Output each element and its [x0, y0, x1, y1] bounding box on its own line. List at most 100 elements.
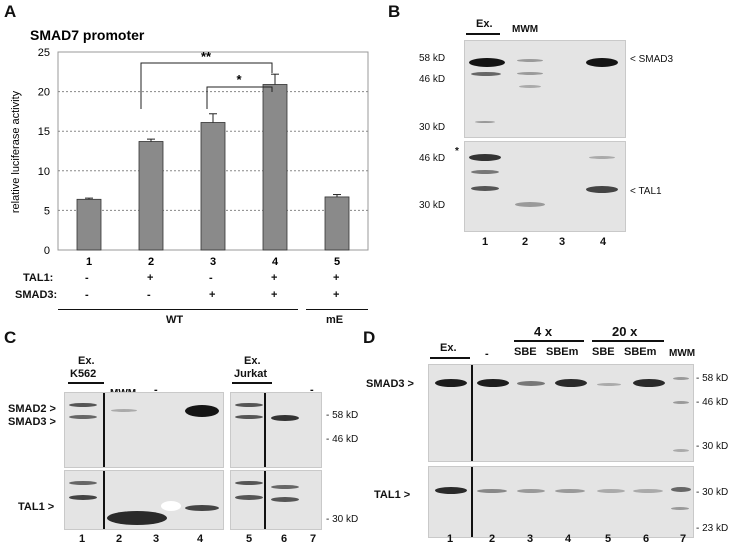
tal1-sign-5: + [333, 272, 340, 284]
x-tick-label: 1 [86, 256, 92, 268]
k562-underline [68, 382, 104, 384]
lane-d-3: 3 [526, 533, 534, 545]
marker-b-30-lower: 30 kD [419, 200, 446, 211]
bar-5 [324, 196, 350, 251]
marker-b-58: 58 kD [419, 53, 446, 64]
arrow-tal1: < TAL1 [630, 186, 662, 197]
x-tick-labels: 1 2 3 4 5 [86, 256, 340, 268]
row-label-smad3: SMAD3: [15, 289, 58, 301]
group-me: mE [326, 314, 344, 326]
sbe-label-2: SBEm [546, 346, 579, 358]
y-tick-label: 0 [44, 245, 50, 257]
bracket-near [206, 86, 273, 109]
lane-c-1: 1 [78, 533, 86, 545]
4x-underline [514, 340, 584, 342]
header-c-dash2: - [310, 384, 314, 396]
wt-group-line [58, 309, 298, 310]
jurkat-underline [232, 382, 272, 384]
panel-a-chart: 0 5 10 15 20 25 1 2 3 4 5 relative luciferase act… [10, 27, 369, 268]
blot-c-top-left [64, 392, 224, 468]
x-tick-label: 3 [210, 256, 216, 268]
smad3-sign-3: + [209, 289, 216, 301]
tal1-sign-3: - [209, 272, 213, 284]
lane-b-3: 3 [558, 236, 566, 248]
significance-near: * [236, 72, 242, 87]
lane-d-5: 5 [604, 533, 612, 545]
bracket-far [140, 62, 273, 109]
lane-c-2: 2 [115, 533, 123, 545]
lane-b-1: 1 [481, 236, 489, 248]
marker-c-46: - 46 kD [326, 434, 359, 445]
y-tick-label: 25 [38, 47, 50, 59]
panel-b-letter: B [388, 2, 401, 21]
lane-header-ex: Ex. [476, 18, 493, 30]
y-tick-label: 10 [38, 166, 50, 178]
marker-d-23: - 23 kD [696, 523, 729, 534]
lane-header-mwm: MWM [512, 24, 539, 35]
x-tick-label: 5 [334, 256, 340, 268]
significance-far: ** [201, 49, 212, 64]
sbe-label-3: SBE [592, 346, 615, 358]
header-c-jurkat: Jurkat [234, 368, 268, 380]
smad3-sign-4: + [271, 289, 278, 301]
lane-d-2: 2 [488, 533, 496, 545]
y-axis-label: relative luciferase activity [10, 90, 22, 213]
header-d-dash: - [485, 348, 489, 360]
lane-b-2: 2 [521, 236, 529, 248]
header-c-k562: K562 [70, 368, 97, 380]
lane-c-4: 4 [196, 533, 204, 545]
bar-3 [200, 122, 226, 251]
ex-underline [466, 33, 500, 35]
marker-d-46: - 46 kD [696, 397, 729, 408]
group-wt: WT [166, 314, 184, 326]
header-c-ex2: Ex. [244, 355, 261, 367]
blot-c-top-right [230, 392, 322, 468]
label-c-smad3: SMAD3 > [8, 416, 56, 428]
blot-c-bottom-left [64, 470, 224, 530]
x-tick-label: 4 [272, 256, 279, 268]
y-tick-label: 15 [38, 126, 50, 138]
y-tick-labels: 0 5 10 15 20 25 [38, 47, 50, 257]
lane-c-7: 7 [309, 533, 317, 545]
panel-d-letter: D [363, 328, 376, 347]
20x-underline [592, 340, 664, 342]
tal1-sign-1: - [85, 272, 89, 284]
marker-d-58: - 58 kD [696, 373, 729, 384]
row-label-tal1: TAL1: [23, 272, 54, 284]
header-d-ex: Ex. [440, 342, 457, 354]
blot-b-bottom [464, 141, 626, 232]
error-bars [85, 73, 341, 200]
y-tick-label: 20 [38, 87, 50, 99]
sbe-label-4: SBEm [624, 346, 657, 358]
blot-b-top [464, 40, 626, 138]
smad3-sign-2: - [147, 289, 151, 301]
bar-1 [76, 198, 102, 251]
header-c-ex1: Ex. [78, 355, 95, 367]
blot-d-bottom [428, 466, 694, 538]
marker-c-30: - 30 kD [326, 514, 359, 525]
smad3-sign-1: - [85, 289, 89, 301]
panel-a-letter: A [4, 2, 17, 21]
marker-d-30-lower: - 30 kD [696, 487, 729, 498]
arrow-smad3: < SMAD3 [630, 54, 674, 65]
x-tick-label: 2 [148, 256, 154, 268]
star-marker: * [455, 146, 459, 157]
header-c-dash1: - [154, 384, 158, 396]
panel-c-letter: C [4, 328, 17, 347]
blot-d-top [428, 364, 694, 462]
tal1-sign-2: + [147, 272, 154, 284]
sbe-label-1: SBE [514, 346, 537, 358]
lane-d-1: 1 [446, 533, 454, 545]
label-d-smad3: SMAD3 > [366, 378, 414, 390]
lane-c-3: 3 [152, 533, 160, 545]
header-d-mwm: MWM [669, 348, 696, 359]
lane-c-6: 6 [280, 533, 288, 545]
y-tick-label: 5 [44, 205, 50, 217]
lane-d-7: 7 [679, 533, 687, 545]
marker-b-30: 30 kD [419, 122, 446, 133]
header-d-4x: 4 x [534, 324, 553, 339]
label-c-smad2: SMAD2 > [8, 403, 56, 415]
marker-b-46-lower: 46 kD [419, 153, 446, 164]
bar-4 [262, 84, 288, 251]
me-group-line [306, 309, 368, 310]
